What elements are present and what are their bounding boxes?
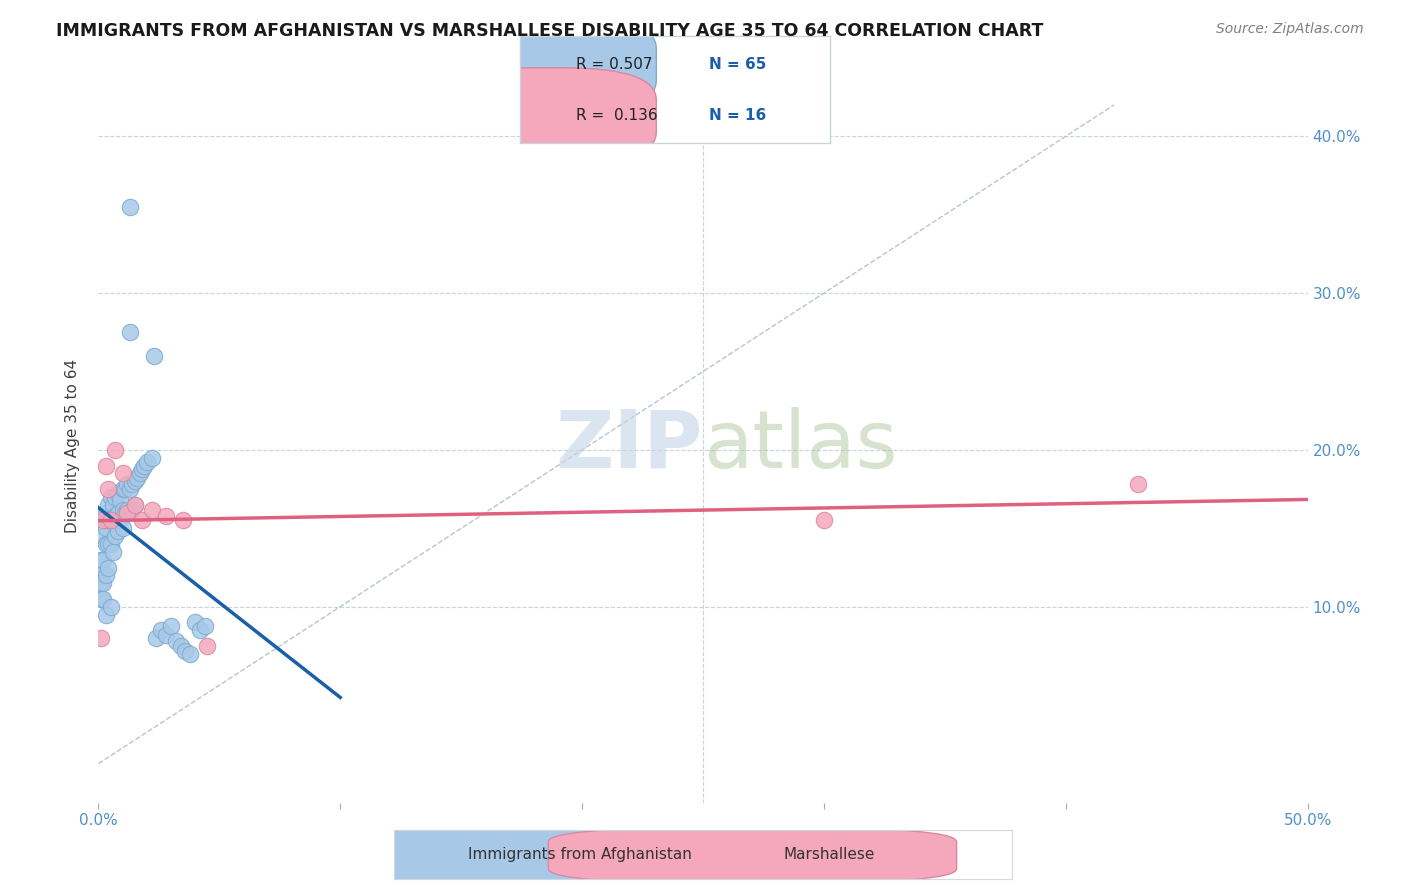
Point (813, 514, 835, 528)
Point (179, 647, 201, 661)
FancyBboxPatch shape (548, 827, 956, 883)
Point (111, 467, 134, 481)
Point (131, 461, 153, 475)
Point (101, 545, 124, 559)
Point (145, 631, 167, 645)
Point (107, 487, 129, 501)
Point (94, 506, 117, 520)
Point (97, 560, 120, 574)
Point (124, 498, 146, 512)
Point (124, 498, 146, 512)
Text: R =  0.136: R = 0.136 (576, 109, 658, 123)
Point (104, 442, 127, 457)
FancyBboxPatch shape (440, 68, 657, 164)
Text: Marshallese: Marshallese (783, 847, 875, 862)
Point (100, 537, 122, 551)
Point (121, 502, 143, 516)
Point (101, 514, 124, 528)
Point (111, 482, 134, 496)
Point (184, 615, 207, 630)
Text: R = 0.507: R = 0.507 (576, 57, 652, 72)
Point (128, 467, 150, 481)
Point (108, 514, 131, 528)
Point (107, 524, 129, 539)
Point (90, 631, 112, 645)
Point (117, 502, 139, 516)
Point (94, 521, 117, 535)
Point (118, 200, 141, 214)
Text: N = 65: N = 65 (709, 57, 766, 72)
Point (111, 521, 134, 535)
Text: atlas: atlas (703, 407, 897, 485)
Point (97, 498, 120, 512)
Point (141, 450, 163, 465)
Point (111, 502, 134, 516)
Point (118, 326, 141, 340)
Point (134, 458, 156, 473)
Point (107, 506, 129, 520)
Point (100, 514, 122, 528)
Point (100, 599, 122, 614)
Point (104, 508, 127, 523)
Point (91, 514, 114, 528)
Point (91, 552, 114, 566)
Point (91, 514, 114, 528)
Point (91, 576, 114, 591)
Point (118, 482, 141, 496)
Point (124, 475, 146, 489)
Point (108, 493, 131, 508)
Point (172, 514, 194, 528)
Point (114, 482, 136, 496)
Point (94, 537, 117, 551)
Y-axis label: Disability Age 35 to 64: Disability Age 35 to 64 (65, 359, 80, 533)
Point (155, 508, 177, 523)
Point (1128, 477, 1150, 491)
Text: Source: ZipAtlas.com: Source: ZipAtlas.com (1216, 22, 1364, 37)
Point (121, 477, 143, 491)
Point (188, 624, 211, 638)
Point (169, 639, 191, 653)
FancyBboxPatch shape (440, 16, 657, 112)
Point (195, 639, 218, 653)
Point (91, 591, 114, 606)
Point (90, 591, 112, 606)
Point (117, 506, 139, 520)
Text: N = 16: N = 16 (709, 109, 766, 123)
Point (194, 618, 217, 632)
Point (90, 552, 112, 566)
Point (135, 455, 157, 469)
Point (104, 490, 127, 504)
Point (143, 349, 166, 363)
Point (94, 607, 117, 622)
Point (97, 537, 120, 551)
Point (141, 502, 163, 516)
Point (104, 529, 127, 543)
Point (94, 458, 117, 473)
Point (150, 624, 173, 638)
Point (127, 471, 149, 485)
Point (94, 568, 117, 582)
Text: Immigrants from Afghanistan: Immigrants from Afghanistan (468, 847, 692, 862)
Point (117, 477, 139, 491)
FancyBboxPatch shape (233, 827, 641, 883)
Point (114, 506, 136, 520)
Point (97, 514, 120, 528)
Point (91, 529, 114, 543)
Point (90, 576, 112, 591)
Text: ZIP: ZIP (555, 407, 703, 485)
Point (174, 643, 197, 657)
Point (90, 568, 112, 582)
Point (100, 514, 122, 528)
Point (160, 618, 183, 632)
Point (100, 490, 122, 504)
Point (165, 634, 187, 648)
Text: IMMIGRANTS FROM AFGHANISTAN VS MARSHALLESE DISABILITY AGE 35 TO 64 CORRELATION C: IMMIGRANTS FROM AFGHANISTAN VS MARSHALLE… (56, 22, 1043, 40)
Point (131, 514, 153, 528)
Point (155, 628, 177, 642)
Point (101, 498, 124, 512)
Point (97, 482, 120, 496)
